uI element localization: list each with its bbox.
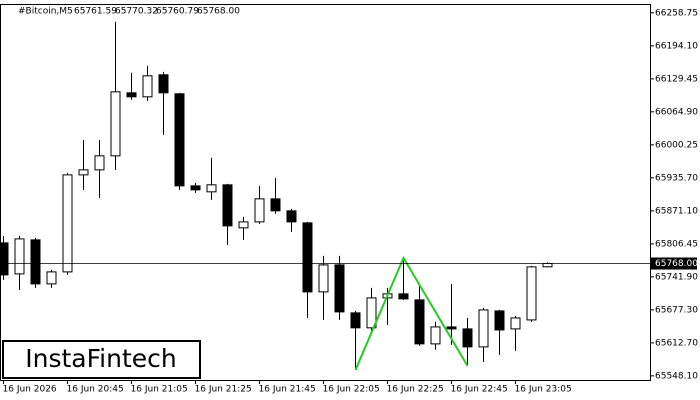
header-close: 65768.00 <box>197 7 240 17</box>
header-low: 65760.79 <box>156 7 199 17</box>
candle-body <box>62 174 73 273</box>
candle-body <box>46 271 57 285</box>
pattern-line <box>354 255 469 371</box>
candle-body <box>158 74 169 94</box>
candle-body <box>478 309 489 348</box>
candle-body <box>430 326 441 345</box>
logo: InstaFintech <box>25 344 177 373</box>
candle-body <box>318 264 329 293</box>
y-tick-label: 66258.75 <box>655 8 698 18</box>
x-tick-label: 16 Jun 21:25 <box>195 385 252 395</box>
candle-body <box>190 185 201 191</box>
candle-body <box>270 198 281 212</box>
candle-body <box>542 263 553 268</box>
y-tick-label: 65871.10 <box>655 206 698 216</box>
candle-body <box>174 93 185 187</box>
y-tick-label: 66000.25 <box>655 140 698 150</box>
candle-body <box>462 328 473 348</box>
x-tick-label: 16 Jun 23:05 <box>515 385 572 395</box>
candle-body <box>238 221 249 229</box>
candle-body <box>366 297 377 329</box>
y-tick-label: 66194.10 <box>655 41 698 51</box>
x-tick-label: 16 Jun 22:05 <box>323 385 380 395</box>
candle-body <box>526 266 537 321</box>
y-tick-label: 66064.90 <box>655 107 698 117</box>
x-tick-label: 16 Jun 2026 <box>3 385 57 395</box>
candle-body <box>14 238 25 275</box>
x-tick-label: 16 Jun 21:05 <box>131 385 188 395</box>
candle-body <box>254 198 265 223</box>
y-tick-label: 65677.30 <box>655 305 698 315</box>
candle-body <box>222 184 233 227</box>
y-tick-label: 65548.10 <box>655 371 698 381</box>
candle-body <box>0 242 9 276</box>
price-label: 65768.00 <box>655 259 698 269</box>
header-open: 65761.59 <box>74 7 117 17</box>
x-tick-label: 16 Jun 21:45 <box>259 385 316 395</box>
x-tick-label: 16 Jun 22:45 <box>451 385 508 395</box>
y-tick-label: 65741.90 <box>655 272 698 282</box>
candle-body <box>494 310 505 331</box>
candle-body <box>302 222 313 293</box>
x-tick-label: 16 Jun 22:25 <box>387 385 444 395</box>
x-tick-label: 16 Jun 20:45 <box>67 385 124 395</box>
candle-body <box>94 155 105 171</box>
y-tick-label: 66129.45 <box>655 74 698 84</box>
candle-body <box>286 210 297 223</box>
candle-body <box>142 75 153 98</box>
candle-body <box>334 264 345 313</box>
y-tick-label: 65612.70 <box>655 338 698 348</box>
candle-body <box>78 169 89 176</box>
candle-body <box>126 92 137 98</box>
header-high: 65770.32 <box>115 7 158 17</box>
candle-body <box>398 293 409 300</box>
candle-body <box>206 184 217 193</box>
candle-body <box>110 91 121 157</box>
candle-body <box>414 299 425 345</box>
candle-body <box>350 312 361 329</box>
candle-body <box>30 239 41 285</box>
candle-body <box>446 326 457 330</box>
y-tick-label: 65806.45 <box>655 239 698 249</box>
candle-body <box>510 317 521 330</box>
logo-box <box>2 340 201 379</box>
y-tick-label: 65935.70 <box>655 173 698 183</box>
symbol: #Bitcoin,M5 <box>18 7 73 17</box>
plot-frame <box>0 4 651 381</box>
price-label-box <box>651 257 697 270</box>
plot-area <box>0 21 553 371</box>
